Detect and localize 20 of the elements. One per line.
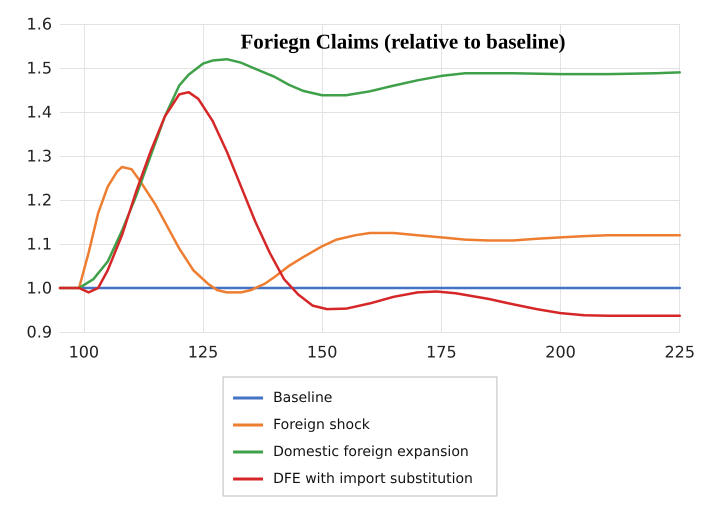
x-tick-label: 150 <box>306 342 338 362</box>
y-tick-label: 1.1 <box>26 234 52 254</box>
y-tick-label: 1.6 <box>26 14 52 34</box>
legend-label: Foreign shock <box>273 417 371 433</box>
x-tick-label: 175 <box>426 342 457 362</box>
y-tick-label: 1.0 <box>26 278 52 298</box>
x-tick-label: 100 <box>68 342 100 362</box>
y-tick-label: 1.2 <box>26 190 52 210</box>
y-tick-label: 1.5 <box>26 58 52 78</box>
line-series <box>58 90 681 317</box>
legend-label: Domestic foreign expansion <box>273 444 469 460</box>
y-tick-label: 1.3 <box>26 146 52 166</box>
chart-title: Foriegn Claims (relative to baseline) <box>240 30 566 54</box>
y-tick-label: 1.4 <box>26 102 52 122</box>
x-tick-label: 125 <box>188 342 218 362</box>
x-tick-label: 200 <box>545 342 576 362</box>
legend-label: Baseline <box>273 390 332 406</box>
legend-label: DFE with import substitution <box>273 471 473 487</box>
x-tick-label: 225 <box>664 342 696 362</box>
y-tick-label: 0.9 <box>26 322 52 342</box>
